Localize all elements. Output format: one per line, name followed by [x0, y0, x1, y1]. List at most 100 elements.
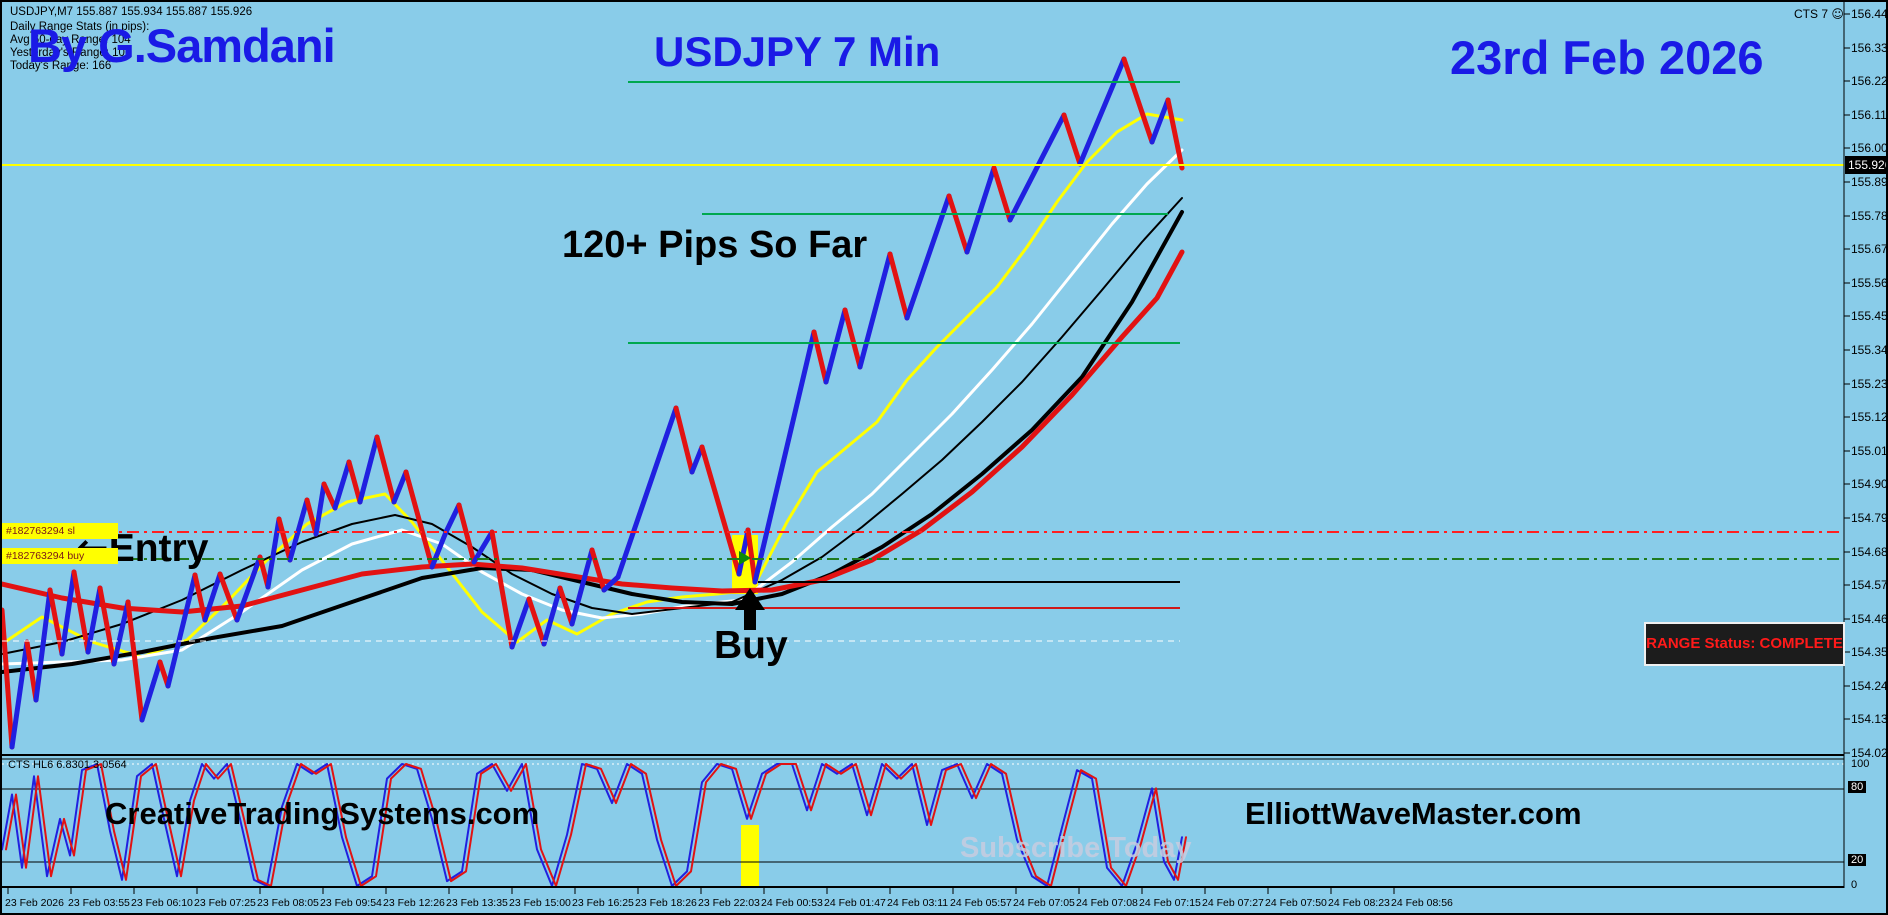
current-price-badge: 155.926	[1845, 156, 1886, 174]
time-tick-label: 23 Feb 18:26	[635, 897, 697, 909]
price-zigzag	[569, 547, 595, 627]
time-tick-label: 24 Feb 08:56	[1391, 897, 1453, 909]
time-tick-label: 24 Feb 00:53	[761, 897, 823, 909]
price-tick-label: 156.330	[1851, 41, 1888, 55]
price-zigzag	[346, 459, 363, 505]
price-zigzag	[589, 547, 607, 593]
order-sl-tag: #182763294 sl	[2, 523, 118, 539]
price-tick-label: 155.780	[1851, 209, 1888, 223]
price-tick-label: 156.110	[1851, 108, 1887, 122]
price-zigzag	[904, 193, 952, 321]
price-zigzag	[857, 251, 893, 370]
watermark-subscribe: Subscribe Today	[960, 832, 1192, 864]
order-buy-tag: #182763294 buy	[2, 548, 118, 564]
time-tick-label: 23 Feb 07:25	[194, 897, 256, 909]
price-zigzag	[1149, 97, 1171, 145]
price-zigzag	[842, 307, 863, 370]
time-tick-label: 23 Feb 12:26	[383, 897, 445, 909]
time-tick-label: 24 Feb 05:57	[950, 897, 1012, 909]
price-zigzag	[443, 502, 462, 535]
time-tick-label: 24 Feb 08:23	[1328, 897, 1390, 909]
time-tick-label: 23 Feb 08:05	[257, 897, 319, 909]
price-zigzag	[59, 569, 77, 657]
smiley-icon: ☺	[1831, 7, 1844, 21]
price-zigzag	[165, 572, 198, 689]
price-zigzag	[217, 571, 240, 623]
price-zigzag	[991, 165, 1013, 223]
daily-range-stats: Daily Range Stats (in pips): Avg 60-day …	[10, 21, 149, 73]
price-tick-label: 154.130	[1851, 712, 1888, 726]
cts-label: CTS 7	[1794, 7, 1829, 21]
price-tick-label: 155.340	[1851, 343, 1888, 357]
price-tick-label: 155.230	[1851, 377, 1888, 391]
price-zigzag	[97, 585, 117, 667]
price-tick-label: 155.450	[1851, 309, 1888, 323]
time-tick-label: 24 Feb 07:08	[1076, 897, 1138, 909]
price-zigzag	[125, 599, 145, 723]
price-zigzag	[276, 516, 293, 563]
price-tick-label: 154.020	[1851, 746, 1888, 760]
byline-text: By G.Samdani	[28, 19, 336, 72]
indicator-tick-label: 20	[1848, 854, 1867, 866]
highlight-band	[741, 825, 759, 886]
price-zigzag	[357, 434, 380, 505]
buy-order-marker-icon	[739, 551, 751, 565]
watermark-left: CreativeTradingSystems.com	[105, 796, 540, 831]
symbol-info: USDJPY,M7 155.887 155.934 155.887 155.92…	[10, 6, 253, 18]
oscillator-red	[5, 763, 1187, 887]
price-zigzag	[699, 444, 742, 577]
page-title: USDJPY 7 Min	[654, 28, 941, 75]
price-tick-label: 155.560	[1851, 276, 1888, 290]
price-zigzag	[192, 572, 208, 623]
stats-today: Today's Range: 166	[10, 60, 112, 72]
time-tick-label: 23 Feb 03:55	[68, 897, 130, 909]
price-tick-label: 154.240	[1851, 679, 1888, 693]
price-zigzag	[471, 529, 495, 565]
price-zigzag	[332, 459, 352, 511]
price-tick-label: 154.680	[1851, 545, 1888, 559]
price-tick-label: 155.120	[1851, 410, 1888, 424]
time-tick-label: 24 Feb 07:50	[1265, 897, 1327, 909]
black-thick-ma	[2, 210, 1184, 674]
price-zigzag	[2, 607, 15, 750]
time-tick-label: 23 Feb 06:10	[131, 897, 193, 909]
price-zigzag	[321, 481, 338, 511]
price-zigzag	[1077, 56, 1127, 167]
price-zigzag	[541, 585, 563, 647]
price-tick-label: 156.000	[1851, 141, 1888, 155]
price-tick-label: 154.350	[1851, 645, 1888, 659]
price-zigzag	[111, 599, 131, 667]
price-tick-label: 156.220	[1851, 74, 1888, 88]
price-zigzag	[9, 639, 30, 750]
price-zigzag	[946, 193, 970, 255]
price-zigzag	[752, 329, 817, 585]
time-tick-label: 23 Feb 13:35	[446, 897, 508, 909]
price-zigzag	[374, 434, 397, 505]
time-tick-label: 24 Feb 07:05	[1013, 897, 1075, 909]
indicator-tick-label: 0	[1851, 879, 1858, 891]
price-zigzag	[391, 469, 409, 505]
price-tick-label: 154.460	[1851, 612, 1888, 626]
price-zigzag	[265, 516, 282, 590]
price-zigzag	[202, 571, 223, 623]
price-zigzag	[745, 527, 758, 585]
price-zigzag	[313, 481, 327, 537]
price-zigzag	[489, 529, 515, 650]
cts-badge: CTS 7 ☺	[1794, 7, 1844, 21]
time-tick-label: 24 Feb 03:11	[887, 897, 949, 909]
price-zigzag	[71, 569, 91, 655]
price-zigzag	[429, 529, 449, 570]
time-tick-label: 23 Feb 16:25	[572, 897, 634, 909]
white-ma	[2, 148, 1184, 666]
stats-title: Daily Range Stats (in pips):	[10, 21, 150, 33]
time-tick-label: 24 Feb 07:15	[1139, 897, 1201, 909]
price-zigzag	[964, 165, 997, 255]
time-tick-label: 23 Feb 09:54	[320, 897, 382, 909]
price-tick-label: 156.440	[1851, 7, 1888, 21]
price-zigzag	[689, 444, 705, 475]
entry-label: Entry	[108, 527, 209, 570]
price-zigzag	[403, 469, 435, 570]
price-tick-label: 155.890	[1851, 175, 1888, 189]
